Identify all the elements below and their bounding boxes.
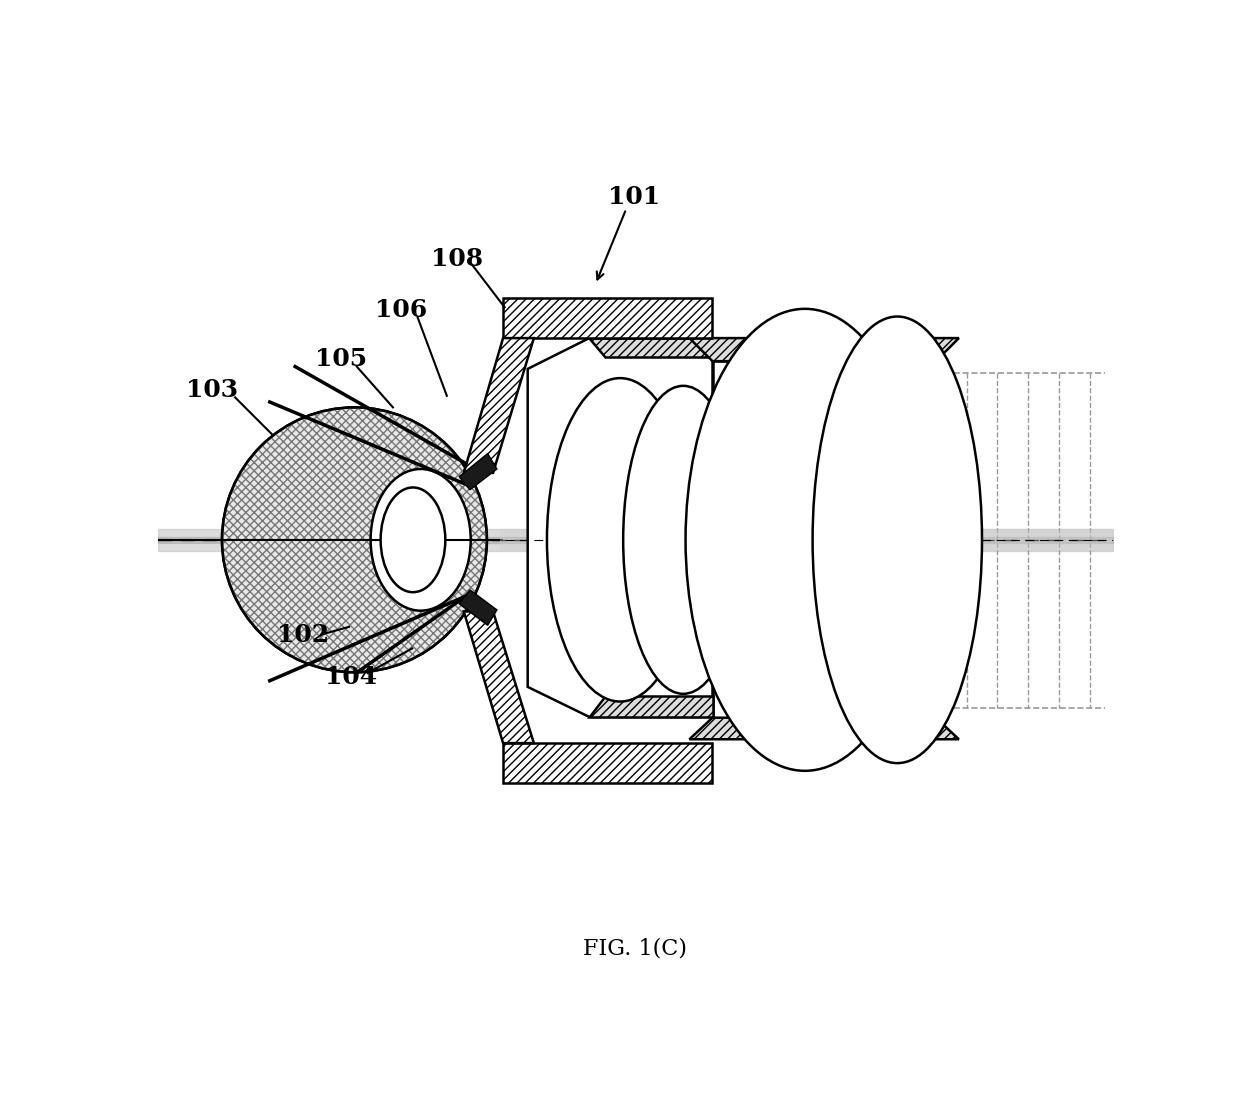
Text: 101: 101	[608, 185, 660, 209]
Polygon shape	[589, 338, 713, 357]
Polygon shape	[689, 338, 959, 361]
Polygon shape	[589, 696, 713, 717]
Ellipse shape	[222, 408, 487, 672]
Ellipse shape	[624, 385, 743, 694]
Bar	[503, 743, 713, 783]
Text: 105: 105	[315, 347, 367, 371]
Text: 106: 106	[374, 297, 427, 322]
Ellipse shape	[547, 379, 693, 701]
Text: 102: 102	[277, 622, 329, 647]
Polygon shape	[528, 338, 713, 717]
Text: 104: 104	[325, 665, 377, 689]
Text: FIG. 1(C): FIG. 1(C)	[584, 937, 687, 960]
Polygon shape	[459, 454, 497, 489]
Text: 103: 103	[186, 378, 238, 402]
Bar	[713, 361, 936, 718]
Bar	[503, 298, 713, 338]
Polygon shape	[689, 718, 959, 739]
Ellipse shape	[381, 487, 445, 592]
Ellipse shape	[812, 316, 982, 763]
Polygon shape	[459, 590, 497, 626]
Polygon shape	[464, 611, 534, 743]
Ellipse shape	[371, 469, 471, 611]
Ellipse shape	[686, 308, 924, 771]
Text: 108: 108	[430, 247, 482, 270]
Polygon shape	[464, 338, 534, 472]
